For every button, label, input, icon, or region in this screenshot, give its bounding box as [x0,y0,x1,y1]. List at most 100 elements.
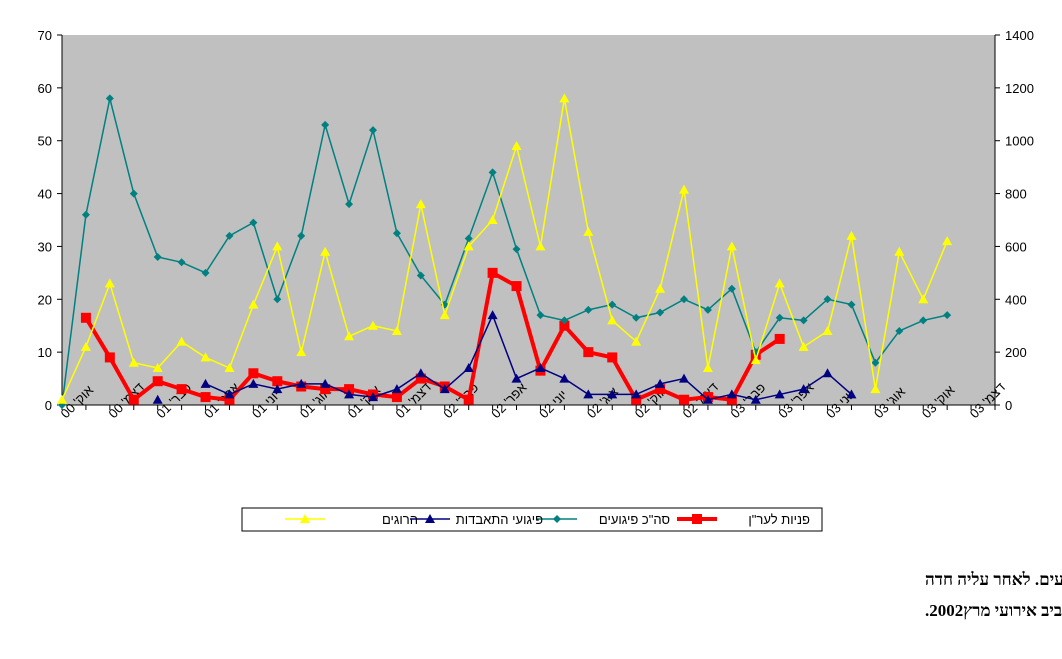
marker [894,246,905,256]
marker [176,384,187,395]
y2-tick-label: 1400 [1005,28,1034,43]
marker [201,268,210,277]
marker [225,231,234,240]
y2-tick-label: 800 [1005,187,1027,202]
marker [726,389,737,399]
marker [344,331,355,341]
marker [750,355,761,365]
marker [607,352,618,363]
y-tick-label: 20 [38,292,52,307]
marker [488,168,497,177]
marker [128,357,139,367]
marker [320,378,331,388]
caption-line: מספר הפונים על רקע ביטחוני נמוך יחסית וב… [925,570,1062,589]
marker [200,378,211,388]
marker [487,267,498,278]
legend-label: פניות לער"ן [748,512,810,527]
marker [774,389,785,399]
marker [368,392,378,402]
marker [511,373,522,383]
marker [608,300,617,309]
marker [177,258,186,267]
legend-marker [553,515,561,523]
marker [750,394,761,404]
marker [512,245,521,254]
marker [679,394,689,405]
marker [560,316,569,325]
marker [391,384,402,394]
marker [463,241,474,251]
marker [632,313,641,322]
marker [273,295,282,304]
marker [369,126,377,135]
marker [104,352,115,363]
marker [320,384,331,395]
marker [296,378,307,388]
marker [823,295,832,304]
marker [152,394,163,404]
marker [320,246,331,256]
legend-marker [692,514,702,524]
y-tick-label: 10 [38,345,52,360]
y-tick-label: 40 [38,187,52,202]
marker [655,283,666,293]
marker [679,373,689,383]
marker [846,230,857,240]
marker [703,305,712,314]
marker [559,93,570,103]
marker [822,368,833,378]
marker [439,384,450,394]
marker [463,394,474,405]
marker [80,341,91,351]
marker [153,253,162,261]
marker [272,241,283,251]
marker [655,384,666,395]
marker [416,271,425,280]
marker [584,305,593,314]
y2-tick-label: 600 [1005,239,1027,254]
marker [272,376,283,387]
marker [536,311,545,320]
marker [392,229,401,238]
marker [152,363,163,372]
marker [321,120,330,129]
marker [80,312,91,323]
marker [249,218,258,227]
series [57,93,953,404]
marker [583,347,594,358]
legend-marker [425,514,435,523]
series [152,310,857,404]
y2-tick-label: 0 [1005,398,1012,413]
marker [631,394,642,405]
marker [942,236,953,246]
marker [895,327,904,335]
marker [798,384,809,394]
marker [105,94,114,103]
marker [702,394,713,404]
marker [81,210,90,219]
y2-tick-label: 400 [1005,292,1027,307]
legend-label: פיגועי התאבדות [456,512,543,527]
marker [679,184,689,194]
y2-tick-label: 1000 [1005,134,1034,149]
marker [463,363,474,372]
marker [344,389,355,399]
marker [248,378,259,388]
marker [822,326,833,335]
marker [391,326,402,335]
marker [774,278,785,288]
marker [152,376,163,387]
marker [871,358,880,367]
marker [296,347,307,357]
marker [774,333,785,344]
marker [297,231,306,240]
marker [511,141,522,150]
marker [559,320,570,331]
legend-box [241,507,823,532]
marker [391,392,402,403]
marker [583,389,594,399]
y-tick-label: 70 [38,28,52,43]
marker [224,389,235,399]
marker [224,363,235,372]
